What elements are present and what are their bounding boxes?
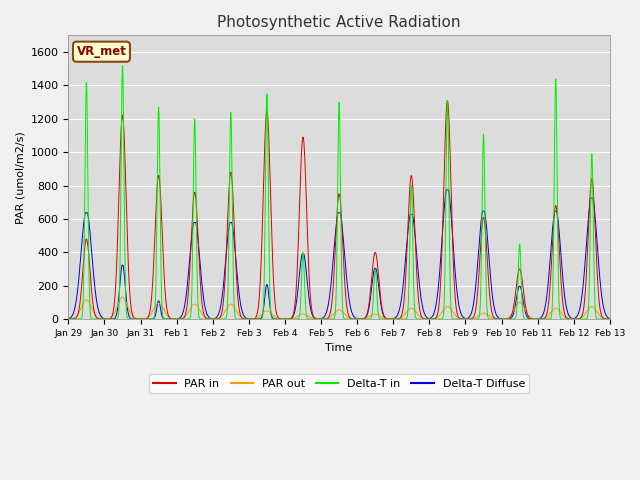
Line: Delta-T Diffuse: Delta-T Diffuse <box>68 190 610 319</box>
PAR in <box>605 316 613 322</box>
Delta-T in <box>118 63 126 69</box>
PAR out <box>606 316 614 322</box>
Line: Delta-T in: Delta-T in <box>68 66 610 319</box>
Delta-T Diffuse <box>605 315 613 321</box>
Delta-T Diffuse <box>442 187 450 193</box>
Delta-T in <box>605 316 613 322</box>
PAR out <box>319 316 327 322</box>
Delta-T in <box>65 316 72 322</box>
Delta-T in <box>353 316 361 322</box>
PAR in <box>431 316 438 322</box>
Legend: PAR in, PAR out, Delta-T in, Delta-T Diffuse: PAR in, PAR out, Delta-T in, Delta-T Dif… <box>149 374 529 393</box>
PAR in <box>606 316 614 322</box>
Title: Photosynthetic Active Radiation: Photosynthetic Active Radiation <box>218 15 461 30</box>
PAR in <box>498 316 506 322</box>
PAR in <box>461 316 468 322</box>
Delta-T in <box>606 316 614 322</box>
Delta-T in <box>162 316 170 322</box>
PAR in <box>444 97 451 103</box>
PAR in <box>162 296 170 301</box>
Delta-T in <box>461 316 468 322</box>
PAR out <box>605 316 613 322</box>
Delta-T Diffuse <box>492 309 499 314</box>
Delta-T in <box>431 316 438 322</box>
PAR out <box>65 316 72 322</box>
Delta-T in <box>319 316 326 322</box>
PAR out <box>431 316 438 322</box>
Delta-T Diffuse <box>137 316 145 322</box>
PAR out <box>118 295 126 300</box>
PAR in <box>65 316 72 322</box>
X-axis label: Time: Time <box>326 343 353 353</box>
Line: PAR in: PAR in <box>68 100 610 319</box>
Delta-T Diffuse <box>65 316 72 322</box>
PAR in <box>492 316 499 322</box>
Line: PAR out: PAR out <box>68 298 610 319</box>
Delta-T in <box>492 316 499 322</box>
Delta-T Diffuse <box>162 316 170 322</box>
PAR out <box>492 316 499 322</box>
Delta-T Diffuse <box>431 309 438 314</box>
Delta-T Diffuse <box>461 315 468 321</box>
PAR out <box>281 316 289 322</box>
PAR out <box>162 311 170 316</box>
Delta-T Diffuse <box>319 315 326 321</box>
PAR in <box>319 316 326 322</box>
PAR out <box>461 316 468 322</box>
Y-axis label: PAR (umol/m2/s): PAR (umol/m2/s) <box>15 131 25 224</box>
Delta-T Diffuse <box>606 316 614 322</box>
Text: VR_met: VR_met <box>77 45 126 58</box>
